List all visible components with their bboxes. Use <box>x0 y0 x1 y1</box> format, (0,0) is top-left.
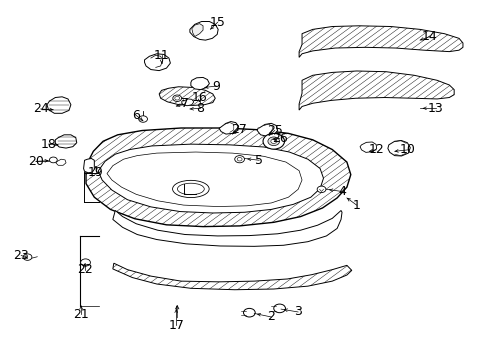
Text: 19: 19 <box>88 166 103 179</box>
Polygon shape <box>56 159 66 165</box>
Text: 16: 16 <box>191 91 207 104</box>
Polygon shape <box>189 22 218 40</box>
Circle shape <box>139 116 147 122</box>
Circle shape <box>172 95 181 102</box>
Text: 24: 24 <box>33 103 48 116</box>
Text: 4: 4 <box>337 185 345 198</box>
Text: 18: 18 <box>41 138 56 150</box>
Circle shape <box>234 156 244 163</box>
Text: 26: 26 <box>271 132 287 145</box>
Polygon shape <box>359 142 376 152</box>
Text: 27: 27 <box>230 123 246 136</box>
Text: 3: 3 <box>294 306 302 319</box>
Text: 10: 10 <box>399 143 415 156</box>
Text: 20: 20 <box>28 155 43 168</box>
Text: 15: 15 <box>209 16 225 29</box>
Polygon shape <box>190 77 209 90</box>
Circle shape <box>317 186 325 193</box>
Text: 23: 23 <box>13 249 29 262</box>
Circle shape <box>174 96 179 100</box>
Polygon shape <box>299 26 462 57</box>
Text: 14: 14 <box>421 30 437 43</box>
Text: 9: 9 <box>212 80 220 93</box>
Polygon shape <box>144 54 170 71</box>
Text: 21: 21 <box>73 308 89 321</box>
Polygon shape <box>159 87 215 105</box>
Polygon shape <box>181 99 193 106</box>
Polygon shape <box>83 158 94 173</box>
Polygon shape <box>98 144 323 213</box>
Polygon shape <box>257 123 277 136</box>
Circle shape <box>237 157 242 161</box>
Text: 2: 2 <box>267 310 275 324</box>
Polygon shape <box>113 211 341 246</box>
Circle shape <box>263 134 284 149</box>
Circle shape <box>270 139 276 143</box>
Circle shape <box>49 157 57 163</box>
Text: 25: 25 <box>266 124 282 137</box>
Text: 13: 13 <box>427 102 443 115</box>
Polygon shape <box>55 135 77 148</box>
Text: 6: 6 <box>132 109 140 122</box>
Text: 5: 5 <box>255 154 263 167</box>
Circle shape <box>243 309 255 317</box>
Text: 1: 1 <box>352 199 360 212</box>
Circle shape <box>267 137 279 145</box>
Polygon shape <box>219 122 238 134</box>
Circle shape <box>81 259 90 266</box>
Circle shape <box>23 254 32 260</box>
Text: 11: 11 <box>153 49 169 62</box>
Ellipse shape <box>177 183 204 195</box>
Text: 7: 7 <box>181 98 189 111</box>
Text: 8: 8 <box>196 102 204 115</box>
Polygon shape <box>86 128 350 226</box>
Circle shape <box>273 304 285 313</box>
Text: 22: 22 <box>77 263 92 276</box>
Polygon shape <box>113 263 351 290</box>
Text: 12: 12 <box>367 143 383 156</box>
Polygon shape <box>47 97 71 113</box>
Polygon shape <box>387 140 409 156</box>
Polygon shape <box>191 24 203 37</box>
Ellipse shape <box>172 180 209 198</box>
Text: 17: 17 <box>168 319 184 332</box>
Polygon shape <box>107 152 302 207</box>
Polygon shape <box>299 71 453 110</box>
